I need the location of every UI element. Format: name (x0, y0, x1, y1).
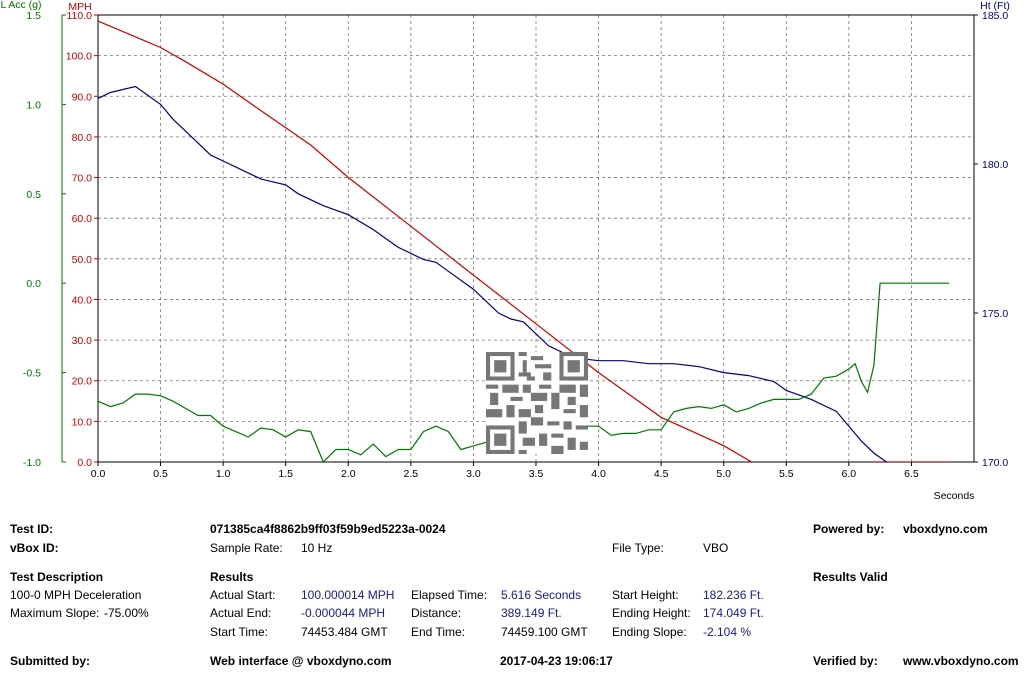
start-time-label: Start Time: (210, 625, 269, 639)
test-id-value: 071385ca4f8862b9ff03f59b9ed5223a-0024 (210, 522, 446, 536)
ending-height-value: 174.049 Ft. (703, 606, 764, 620)
x-tick-label: 0.0 (91, 468, 106, 480)
lacc-tick-label: 1.0 (26, 99, 41, 111)
file-type-label: File Type: (612, 541, 664, 555)
x-tick-label: 1.5 (278, 468, 293, 480)
mph-tick-label: 110.0 (67, 10, 93, 22)
series-line-mph (98, 20, 949, 462)
mph-tick-label: 40.0 (72, 294, 93, 306)
lacc-tick-label: 1.5 (26, 10, 41, 22)
elapsed-time-value: 5.616 Seconds (501, 588, 582, 602)
timestamp: 2017-04-23 19:06:17 (500, 654, 613, 668)
mph-tick-label: 30.0 (72, 335, 93, 347)
chart-grid (98, 15, 974, 462)
end-time-value: 74459.100 GMT (501, 625, 588, 639)
actual-end-value: -0.000044 MPH (301, 606, 386, 620)
test-description-heading: Test Description (10, 570, 104, 584)
vbox-id-label: vBox ID: (10, 541, 59, 555)
test-id-label: Test ID: (10, 522, 54, 536)
mph-tick-label: 70.0 (72, 173, 93, 185)
lacc-tick-label: 0.0 (26, 278, 41, 290)
ht-tick-label: 175.0 (982, 308, 1008, 320)
ending-slope-label: Ending Slope: (612, 625, 687, 639)
lacc-tick-label: -1.0 (23, 457, 41, 469)
distance-value: 389.149 Ft. (501, 606, 562, 620)
actual-start-label: Actual Start: (210, 588, 276, 602)
web-interface-link[interactable]: Web interface @ vboxdyno.com (210, 654, 392, 668)
mph-tick-label: 50.0 (72, 254, 93, 266)
submitted-by-label: Submitted by: (10, 654, 90, 668)
max-slope-value: -75.00% (104, 606, 149, 620)
actual-start-value: 100.000014 MPH (301, 588, 395, 602)
x-tick-label: 2.5 (404, 468, 419, 480)
sample-rate-label: Sample Rate: (210, 541, 283, 555)
mph-tick-label: 80.0 (72, 132, 93, 144)
x-tick-label: 4.5 (654, 468, 669, 480)
ht-axis-title: Ht (Ft) (980, 0, 1010, 12)
x-tick-label: 6.0 (842, 468, 857, 480)
start-height-value: 182.236 Ft. (703, 588, 764, 602)
start-height-label: Start Height: (612, 588, 679, 602)
powered-by-label: Powered by: (813, 522, 885, 536)
lacc-tick-label: -0.5 (23, 368, 41, 380)
mph-tick-label: 0.0 (77, 457, 92, 469)
x-tick-label: 0.5 (153, 468, 168, 480)
results-valid: Results Valid (813, 570, 888, 584)
lacc-axis-title: L Acc (g) (0, 0, 41, 11)
start-time-value: 74453.484 GMT (301, 625, 388, 639)
x-tick-label: 4.0 (591, 468, 606, 480)
ht-tick-label: 180.0 (982, 159, 1008, 171)
ht-tick-label: 170.0 (982, 457, 1008, 469)
mph-axis-title: MPH (68, 1, 91, 13)
x-tick-label: 1.0 (216, 468, 231, 480)
series-line-ht (98, 85, 888, 462)
mph-tick-label: 100.0 (66, 51, 92, 63)
elapsed-time-label: Elapsed Time: (411, 588, 488, 602)
verified-by-label: Verified by: (813, 654, 878, 668)
axis-ticks (62, 14, 978, 466)
ending-height-label: Ending Height: (612, 606, 691, 620)
max-slope-label: Maximum Slope: (10, 606, 100, 620)
x-tick-label: 6.5 (904, 468, 919, 480)
x-tick-label: 2.0 (341, 468, 356, 480)
ending-slope-value: -2.104 % (703, 625, 752, 639)
verified-by-value[interactable]: www.vboxdyno.com (903, 654, 1019, 668)
mph-tick-label: 20.0 (72, 376, 93, 388)
test-description: 100-0 MPH Deceleration (10, 588, 142, 602)
mph-tick-label: 10.0 (72, 416, 93, 428)
qr-code-icon (486, 352, 588, 454)
axis-labels: 0.0 0.5 1.0 1.5 2.0 2.5 3.0 3.5 4.0 4.5 5.0 5.5 6.0 6… (0, 0, 1009, 502)
actual-end-label: Actual End: (210, 606, 272, 620)
x-axis-title: Seconds (934, 490, 975, 502)
x-tick-label: 5.5 (779, 468, 794, 480)
x-tick-label: 3.0 (466, 468, 481, 480)
end-time-label: End Time: (411, 625, 466, 639)
powered-by-value: vboxdyno.com (903, 522, 988, 536)
lacc-tick-label: 0.5 (26, 189, 41, 201)
mph-tick-label: 90.0 (72, 91, 93, 103)
ht-tick-label: 185.0 (982, 10, 1008, 22)
x-tick-label: 5.0 (716, 468, 731, 480)
results-heading: Results (210, 570, 254, 584)
x-tick-label: 3.5 (529, 468, 544, 480)
mph-tick-label: 60.0 (72, 213, 93, 225)
distance-label: Distance: (411, 606, 462, 620)
sample-rate-value: 10 Hz (301, 541, 333, 555)
file-type-value: VBO (703, 541, 729, 555)
